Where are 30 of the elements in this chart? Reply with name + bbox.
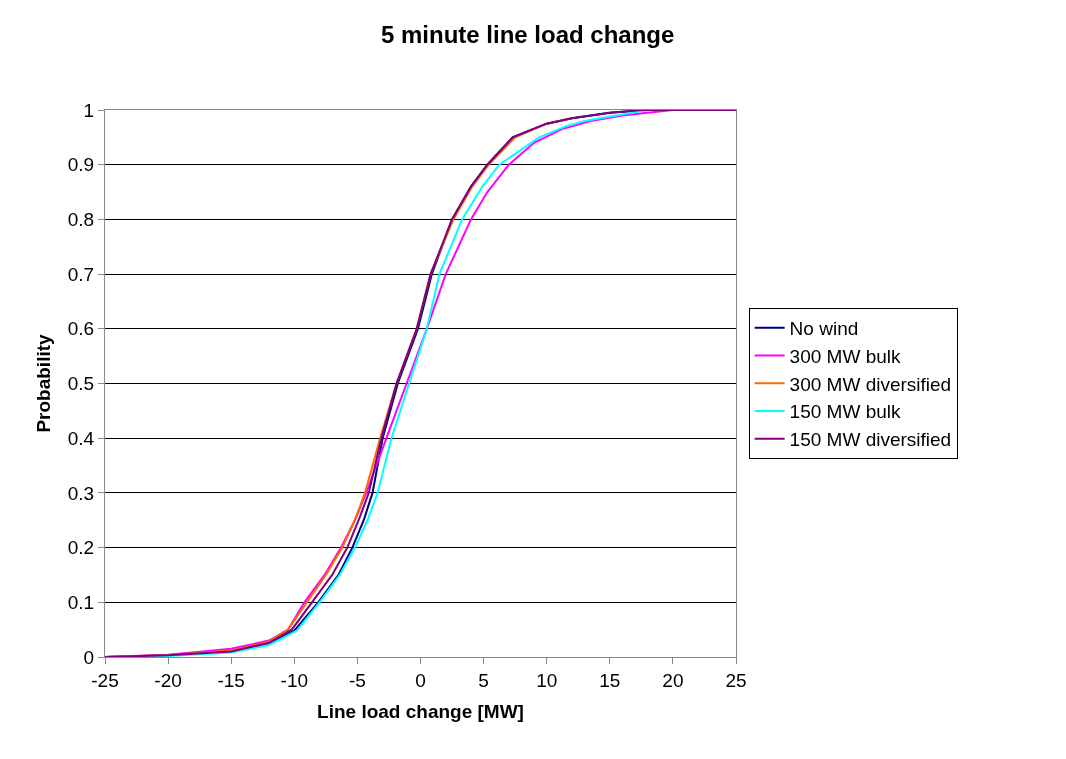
x-tick-label: 10	[536, 669, 558, 691]
y-tick-label: 0.7	[67, 263, 95, 285]
y-axis-title: Probability	[32, 333, 54, 433]
x-tick-label: 25	[725, 669, 747, 691]
x-tick-label: -20	[154, 669, 182, 691]
y-tick-label: 0.1	[67, 591, 95, 613]
x-tick-label: -10	[280, 669, 309, 691]
y-tick-label: 0.3	[67, 482, 95, 504]
x-tick-label: 20	[662, 669, 684, 691]
y-tick-label: 0	[83, 646, 95, 668]
y-tick-label: 0.2	[67, 537, 95, 559]
x-tick-label: -15	[217, 669, 245, 691]
legend-label: 300 MW diversified	[789, 373, 952, 395]
y-tick-label: 0.8	[67, 209, 95, 231]
y-tick-label: 0.9	[67, 154, 95, 176]
legend-label: No wind	[789, 318, 859, 340]
y-tick-label: 1	[83, 99, 95, 121]
x-axis-title: Line load change [MW]	[317, 700, 524, 722]
x-tick-label: 15	[599, 669, 621, 691]
y-tick-label: 0.6	[67, 318, 95, 340]
legend-label: 150 MW bulk	[789, 401, 901, 423]
y-tick-label: 0.4	[67, 427, 95, 449]
chart-title: 5 minute line load change	[380, 21, 675, 49]
x-tick-label: -25	[91, 669, 119, 691]
y-tick-label: 0.5	[67, 373, 95, 395]
legend-label: 150 MW diversified	[789, 429, 952, 451]
legend-label: 300 MW bulk	[789, 345, 901, 367]
x-tick-label: 0	[415, 669, 426, 691]
x-tick-label: 5	[478, 669, 489, 691]
x-tick-label: -5	[348, 669, 366, 691]
